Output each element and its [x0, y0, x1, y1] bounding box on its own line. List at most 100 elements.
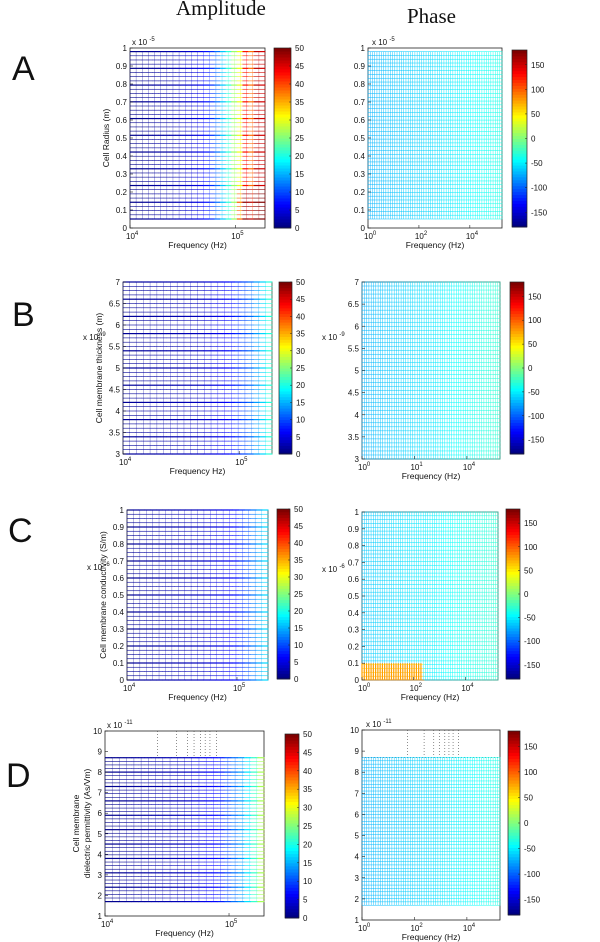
x-ticks: 104 105: [101, 913, 238, 929]
mesh-C-amp: [126, 509, 269, 681]
y-tick-label: 4: [98, 850, 103, 859]
colorbar-tick-label: 35: [295, 98, 304, 107]
y-tick-label: 3: [355, 874, 360, 883]
y-tick-label: 0.4: [348, 609, 360, 618]
x-tick-label: 104: [463, 462, 476, 472]
x-tick-label: 104: [461, 683, 474, 693]
x-axis-label: Frequency (Hz): [155, 928, 214, 938]
x-tick-label: 100: [358, 462, 371, 472]
colorbar-tick-label: -150: [531, 208, 548, 217]
colorbar-tick-label: -50: [524, 614, 536, 623]
mesh-A-phase: [367, 51, 503, 220]
y-tick-label: 3.5: [348, 433, 360, 442]
mesh-A-amp: [129, 50, 266, 220]
colorbar-tick-label: 45: [295, 62, 304, 71]
colorbar-tick-label: 10: [296, 416, 305, 425]
x-tick-label: 102: [410, 683, 423, 693]
y-tick-label: 0: [120, 676, 125, 685]
colorbar-tick-label: 35: [303, 785, 312, 794]
y-ticks: 1 2 3 4 5 6 7 8 9 10: [93, 727, 108, 921]
mesh-C-phase: [361, 511, 499, 681]
x-axis-label: Frequency (Hz): [402, 932, 461, 942]
colorbar-tick-label: 20: [303, 840, 312, 849]
colorbar-tick-label: 5: [303, 896, 308, 905]
x-ticks: 100 102 104: [364, 225, 479, 241]
colorbar-tick-label: -50: [531, 159, 543, 168]
x-tick-label: 102: [410, 923, 423, 933]
y-tick-label: 6: [116, 321, 121, 330]
y-tick-label: 0.7: [113, 557, 125, 566]
colorbar-C-amp: 0 5 10 15 20 25 30 35 40 45 50: [276, 505, 303, 684]
y-tick-label: 9: [355, 747, 360, 756]
x-ticks: 100 101 104: [358, 456, 476, 472]
colorbar-tick-label: 35: [296, 330, 305, 339]
y-exponent: x 10 -11: [107, 720, 133, 730]
colorbar-tick-label: 0: [303, 914, 308, 923]
y-tick-label: 3: [98, 871, 103, 880]
x-ticks: 104 105: [126, 225, 244, 241]
y-tick-label: 0.3: [116, 170, 128, 179]
y-tick-label: 0.8: [116, 80, 128, 89]
mesh-B-phase: [361, 281, 501, 460]
svg-text:Cell membrane thickness (m): Cell membrane thickness (m): [94, 313, 104, 424]
y-tick-label: 0.2: [354, 188, 366, 197]
colorbar-tick-label: 40: [294, 539, 303, 548]
y-exponent: x 10 -6: [87, 562, 110, 572]
y-tick-label: 5: [116, 364, 121, 373]
colorbar-tick-label: 50: [528, 340, 537, 349]
colorbar-tick-label: 25: [294, 590, 303, 599]
y-tick-label: 2: [98, 891, 103, 900]
y-tick-label: 0: [361, 224, 366, 233]
x-ticks: 104 105: [119, 451, 248, 467]
colorbar-tick-label: 30: [295, 116, 304, 125]
colorbar-tick-label: 100: [524, 768, 538, 777]
colorbar-B-amp: 0 5 10 15 20 25 30 35 40 45 50: [278, 278, 305, 459]
y-tick-label: 0.8: [354, 80, 366, 89]
colorbar-tick-label: 30: [294, 573, 303, 582]
x-tick-label: 104: [119, 457, 132, 467]
x-tick-label: 104: [123, 683, 136, 693]
x-tick-label: 104: [126, 231, 139, 241]
y-exponent: x 10 -9: [83, 332, 106, 342]
colorbar-tick-label: 15: [303, 859, 312, 868]
y-ticks: 1 2 3 4 5 6 7 8 9 10: [350, 726, 365, 925]
x-tick-label: 104: [463, 923, 476, 933]
y-tick-label: 0.1: [116, 206, 128, 215]
y-tick-label: 6.5: [109, 300, 121, 309]
y-tick-label: 3: [116, 450, 121, 459]
y-tick-label: 10: [93, 727, 102, 736]
colorbar-tick-label: 20: [296, 381, 305, 390]
y-ticks: 3 3.5 4 4.5 5 5.5 6 6.5 7: [348, 278, 365, 464]
y-tick-label: 0.6: [348, 575, 360, 584]
x-tick-label: 105: [231, 231, 244, 241]
colorbar-D-phase: -150 -100 -50 0 50 100 150: [507, 730, 541, 916]
colorbar-tick-label: 50: [524, 793, 533, 802]
y-exponent: x 10 -6: [322, 564, 345, 574]
y-tick-label: 7: [355, 278, 360, 287]
colorbar-tick-label: 25: [295, 134, 304, 143]
y-axis-label: Cell Radius (m): [101, 109, 111, 168]
y-exponent: x 10 -5: [372, 37, 395, 47]
y-tick-label: 4: [355, 853, 360, 862]
y-tick-label: 0.2: [116, 188, 128, 197]
row-label-c: C: [8, 512, 33, 550]
colorbar-tick-label: 50: [294, 505, 303, 514]
colorbar-tick-label: -150: [528, 436, 545, 445]
colorbar-tick-label: 40: [303, 767, 312, 776]
x-tick-label: 104: [466, 231, 479, 241]
colorbar-tick-label: 0: [294, 675, 299, 684]
y-tick-label: 4: [116, 407, 121, 416]
svg-text:Cell Radius (m): Cell Radius (m): [101, 109, 111, 168]
y-ticks: 0 0.1 0.2 0.3 0.4 0.5 0.6 0.7 0.8 0.9 1: [354, 44, 371, 233]
y-tick-label: 0.7: [116, 98, 128, 107]
colorbar-tick-label: 50: [296, 278, 305, 287]
y-tick-label: 5: [98, 830, 103, 839]
colorbar-C-phase: -150 -100 -50 0 50 100 150: [505, 508, 541, 680]
y-tick-label: 1: [98, 912, 103, 921]
colorbar-tick-label: 50: [295, 44, 304, 53]
colorbar-tick-label: 40: [296, 312, 305, 321]
